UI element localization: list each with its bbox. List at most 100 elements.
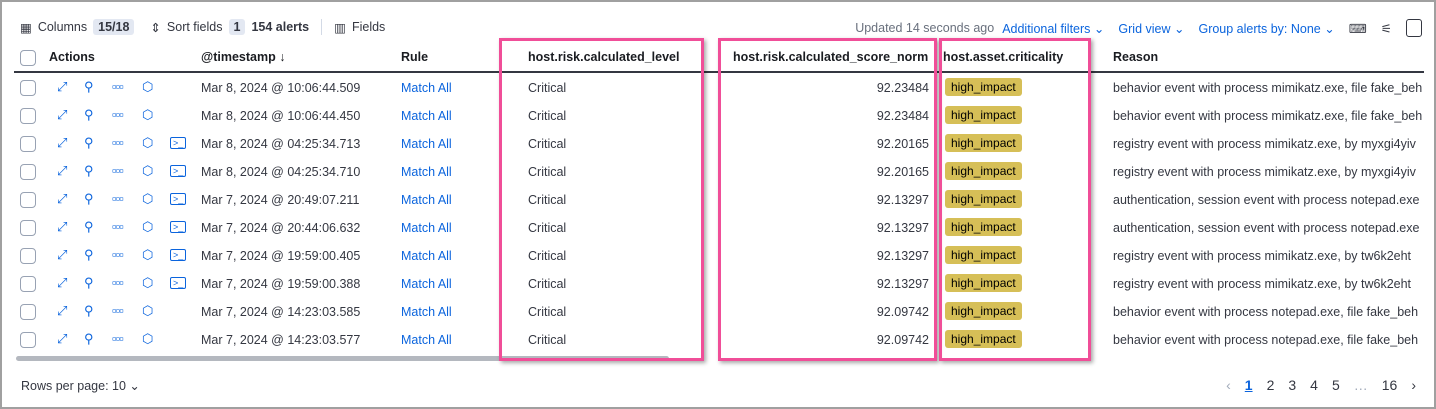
- row-checkbox[interactable]: [20, 80, 36, 96]
- rule-link[interactable]: Match All: [401, 165, 452, 179]
- more-actions-icon[interactable]: ▫▫▫: [112, 135, 124, 150]
- row-checkbox[interactable]: [20, 108, 36, 124]
- session-cube-icon[interactable]: ⬡: [142, 219, 154, 234]
- rule-link[interactable]: Match All: [401, 333, 452, 347]
- session-cube-icon[interactable]: ⬡: [142, 331, 154, 346]
- terminal-icon[interactable]: >_: [170, 193, 187, 205]
- more-actions-icon[interactable]: ▫▫▫: [112, 79, 124, 94]
- page-4[interactable]: 4: [1310, 377, 1318, 393]
- expand-icon[interactable]: ⤢: [57, 303, 68, 318]
- expand-icon[interactable]: ⤢: [57, 107, 68, 122]
- terminal-icon[interactable]: >_: [170, 137, 187, 149]
- row-checkbox[interactable]: [20, 192, 36, 208]
- row-checkbox[interactable]: [20, 276, 36, 292]
- more-actions-icon[interactable]: ▫▫▫: [112, 191, 124, 206]
- rule-link[interactable]: Match All: [401, 81, 452, 95]
- timestamp-cell: Mar 7, 2024 @ 19:59:00.388: [201, 277, 361, 291]
- expand-icon[interactable]: ⤢: [57, 331, 68, 346]
- rows-per-page-button[interactable]: Rows per page: 10 ⌄: [21, 378, 140, 393]
- table-row: ⤢ ⚲ ▫▫▫ ⬡ Mar 8, 2024 @ 10:06:44.509 Mat…: [2, 74, 1424, 102]
- more-actions-icon[interactable]: ▫▫▫: [112, 107, 124, 122]
- analyze-graph-icon[interactable]: ⚲: [84, 79, 94, 94]
- session-cube-icon[interactable]: ⬡: [142, 275, 154, 290]
- session-cube-icon[interactable]: ⬡: [142, 247, 154, 262]
- sort-fields-button[interactable]: Sort fields: [166, 20, 223, 34]
- rule-link[interactable]: Match All: [401, 221, 452, 235]
- next-page-icon[interactable]: ›: [1411, 377, 1416, 393]
- analyze-graph-icon[interactable]: ⚲: [84, 331, 94, 346]
- analyze-graph-icon[interactable]: ⚲: [84, 303, 94, 318]
- more-actions-icon[interactable]: ▫▫▫: [112, 303, 124, 318]
- criticality-badge: high_impact: [945, 246, 1022, 264]
- columns-button[interactable]: Columns: [37, 20, 88, 34]
- rule-link[interactable]: Match All: [401, 109, 452, 123]
- analyze-graph-icon[interactable]: ⚲: [84, 191, 94, 206]
- more-actions-icon[interactable]: ▫▫▫: [112, 331, 124, 346]
- prev-page-icon[interactable]: ‹: [1226, 377, 1231, 393]
- columns-icon: ▦: [20, 20, 32, 35]
- rule-link[interactable]: Match All: [401, 137, 452, 151]
- display-settings-icon[interactable]: ⚟: [1380, 21, 1392, 36]
- sort-icon: ⇕: [150, 20, 161, 35]
- rule-link[interactable]: Match All: [401, 305, 452, 319]
- header-timestamp[interactable]: @timestamp ↓: [201, 50, 285, 64]
- expand-icon[interactable]: ⤢: [57, 247, 68, 262]
- page-1[interactable]: 1: [1244, 377, 1253, 393]
- fields-button[interactable]: Fields: [351, 20, 386, 34]
- expand-icon[interactable]: ⤢: [57, 219, 68, 234]
- rule-link[interactable]: Match All: [401, 277, 452, 291]
- table-row: ⤢ ⚲ ▫▫▫ ⬡ >_ Mar 7, 2024 @ 20:49:07.211 …: [2, 186, 1424, 214]
- rule-link[interactable]: Match All: [401, 249, 452, 263]
- keyboard-icon[interactable]: ⌨: [1348, 21, 1367, 36]
- header-level[interactable]: host.risk.calculated_level: [528, 50, 680, 64]
- page-16[interactable]: 16: [1381, 377, 1398, 393]
- row-checkbox[interactable]: [20, 220, 36, 236]
- more-actions-icon[interactable]: ▫▫▫: [112, 247, 124, 262]
- analyze-graph-icon[interactable]: ⚲: [84, 107, 94, 122]
- more-actions-icon[interactable]: ▫▫▫: [112, 219, 124, 234]
- select-all-checkbox[interactable]: [20, 50, 36, 66]
- session-cube-icon[interactable]: ⬡: [142, 79, 154, 94]
- expand-icon[interactable]: ⤢: [57, 191, 68, 206]
- analyze-graph-icon[interactable]: ⚲: [84, 247, 94, 262]
- terminal-icon[interactable]: >_: [170, 165, 187, 177]
- session-cube-icon[interactable]: ⬡: [142, 303, 154, 318]
- fullscreen-icon[interactable]: [1406, 19, 1422, 37]
- session-cube-icon[interactable]: ⬡: [142, 163, 154, 178]
- analyze-graph-icon[interactable]: ⚲: [84, 275, 94, 290]
- session-cube-icon[interactable]: ⬡: [142, 135, 154, 150]
- analyze-graph-icon[interactable]: ⚲: [84, 163, 94, 178]
- rule-link[interactable]: Match All: [401, 193, 452, 207]
- expand-icon[interactable]: ⤢: [57, 163, 68, 178]
- page-2[interactable]: 2: [1266, 377, 1275, 393]
- terminal-icon[interactable]: >_: [170, 221, 187, 233]
- header-reason[interactable]: Reason: [1113, 50, 1159, 64]
- horizontal-scrollbar[interactable]: [16, 356, 669, 361]
- timestamp-cell: Mar 8, 2024 @ 10:06:44.509: [201, 81, 361, 95]
- header-criticality[interactable]: host.asset.criticality: [943, 50, 1064, 64]
- terminal-icon[interactable]: >_: [170, 277, 187, 289]
- page-3[interactable]: 3: [1288, 377, 1297, 393]
- row-checkbox[interactable]: [20, 332, 36, 348]
- more-actions-icon[interactable]: ▫▫▫: [112, 275, 124, 290]
- row-checkbox[interactable]: [20, 304, 36, 320]
- criticality-badge: high_impact: [945, 218, 1022, 236]
- expand-icon[interactable]: ⤢: [57, 275, 68, 290]
- more-actions-icon[interactable]: ▫▫▫: [112, 163, 124, 178]
- group-alerts-button[interactable]: Group alerts by: None ⌄: [1198, 21, 1334, 36]
- row-checkbox[interactable]: [20, 248, 36, 264]
- analyze-graph-icon[interactable]: ⚲: [84, 219, 94, 234]
- expand-icon[interactable]: ⤢: [57, 135, 68, 150]
- page-5[interactable]: 5: [1331, 377, 1340, 393]
- header-score[interactable]: host.risk.calculated_score_norm: [733, 50, 929, 64]
- header-rule[interactable]: Rule: [401, 50, 429, 64]
- additional-filters-button[interactable]: Additional filters ⌄: [1002, 21, 1104, 36]
- session-cube-icon[interactable]: ⬡: [142, 191, 154, 206]
- expand-icon[interactable]: ⤢: [57, 79, 68, 94]
- session-cube-icon[interactable]: ⬡: [142, 107, 154, 122]
- row-checkbox[interactable]: [20, 164, 36, 180]
- terminal-icon[interactable]: >_: [170, 249, 187, 261]
- analyze-graph-icon[interactable]: ⚲: [84, 135, 94, 150]
- row-checkbox[interactable]: [20, 136, 36, 152]
- grid-view-button[interactable]: Grid view ⌄: [1118, 21, 1184, 36]
